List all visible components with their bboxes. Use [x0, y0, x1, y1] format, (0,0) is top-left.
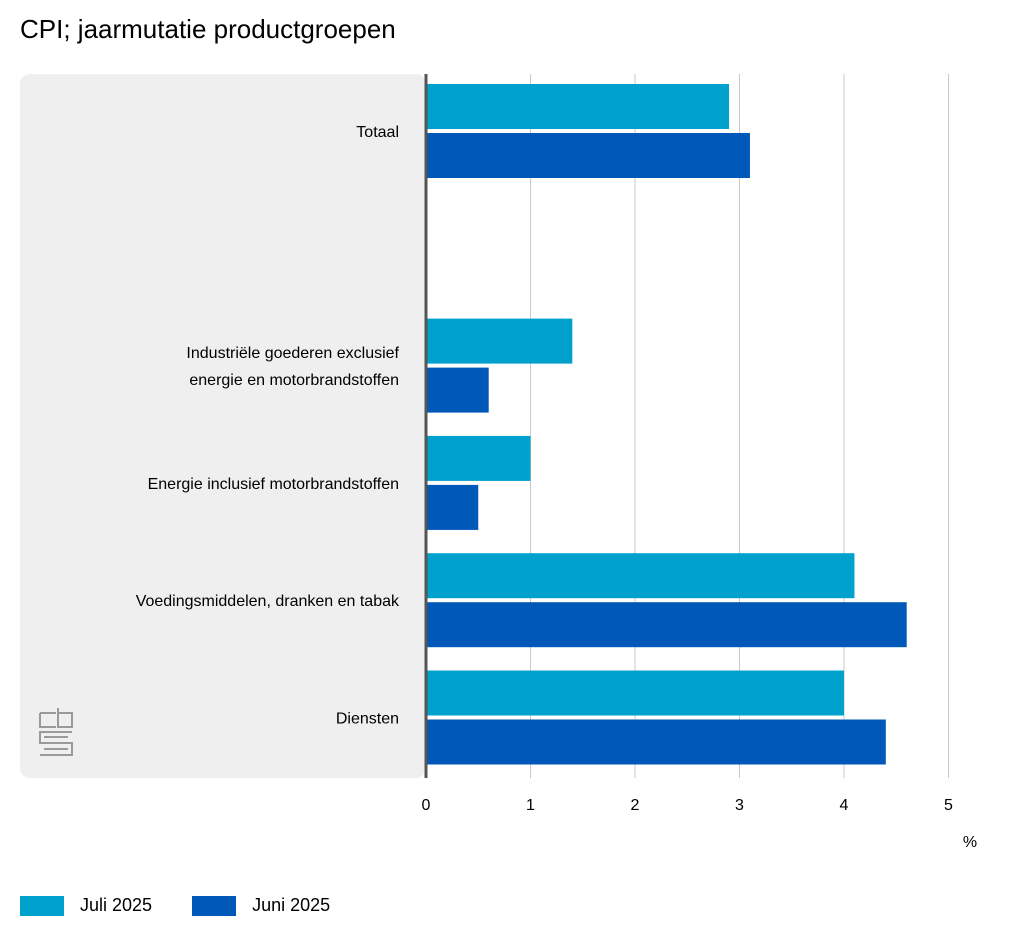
legend-label: Juli 2025	[80, 895, 153, 915]
chart-title: CPI; jaarmutatie productgroepen	[20, 14, 396, 44]
x-unit-label: %	[963, 834, 977, 851]
bar-juni-2025	[426, 602, 907, 648]
bar-juli-2025	[426, 670, 844, 716]
legend-item-juli-2025: Juli 2025	[20, 895, 152, 916]
x-tick-label: 1	[526, 797, 535, 814]
x-tick-label: 3	[735, 797, 744, 814]
bar-chart: 0 1 2 3 4 5% Totaal Industriële goederen exclus…	[20, 74, 977, 851]
bar-juni-2025	[426, 133, 750, 178]
chart-legend: Juli 2025 Juni 2025	[20, 895, 370, 916]
x-tick-label: 0	[422, 797, 431, 814]
cbs-logo-icon	[39, 708, 73, 756]
category-label: Totaal	[356, 124, 399, 141]
bar-juni-2025	[426, 367, 489, 413]
category-label: Industriële goederen exclusief	[186, 345, 399, 362]
bar-juli-2025	[426, 318, 573, 364]
category-label: Voedingsmiddelen, dranken en tabak	[136, 593, 400, 610]
x-tick-label: 5	[944, 797, 953, 814]
legend-label: Juni 2025	[252, 895, 331, 915]
bar-juli-2025	[426, 84, 730, 129]
bar-juni-2025	[426, 719, 886, 765]
label-panel-background	[20, 74, 426, 778]
x-tick-label: 4	[840, 797, 849, 814]
legend-swatch	[192, 895, 237, 916]
category-label: energie en motorbrandstoffen	[189, 372, 399, 389]
bar-juli-2025	[426, 435, 531, 481]
legend-item-juni-2025: Juni 2025	[192, 895, 330, 916]
category-label: Energie inclusief motorbrandstoffen	[148, 476, 399, 493]
legend-swatch	[20, 895, 64, 916]
bar-juli-2025	[426, 553, 855, 599]
bar-juni-2025	[426, 484, 479, 530]
x-tick-label: 2	[631, 797, 640, 814]
category-label: Diensten	[336, 711, 399, 728]
